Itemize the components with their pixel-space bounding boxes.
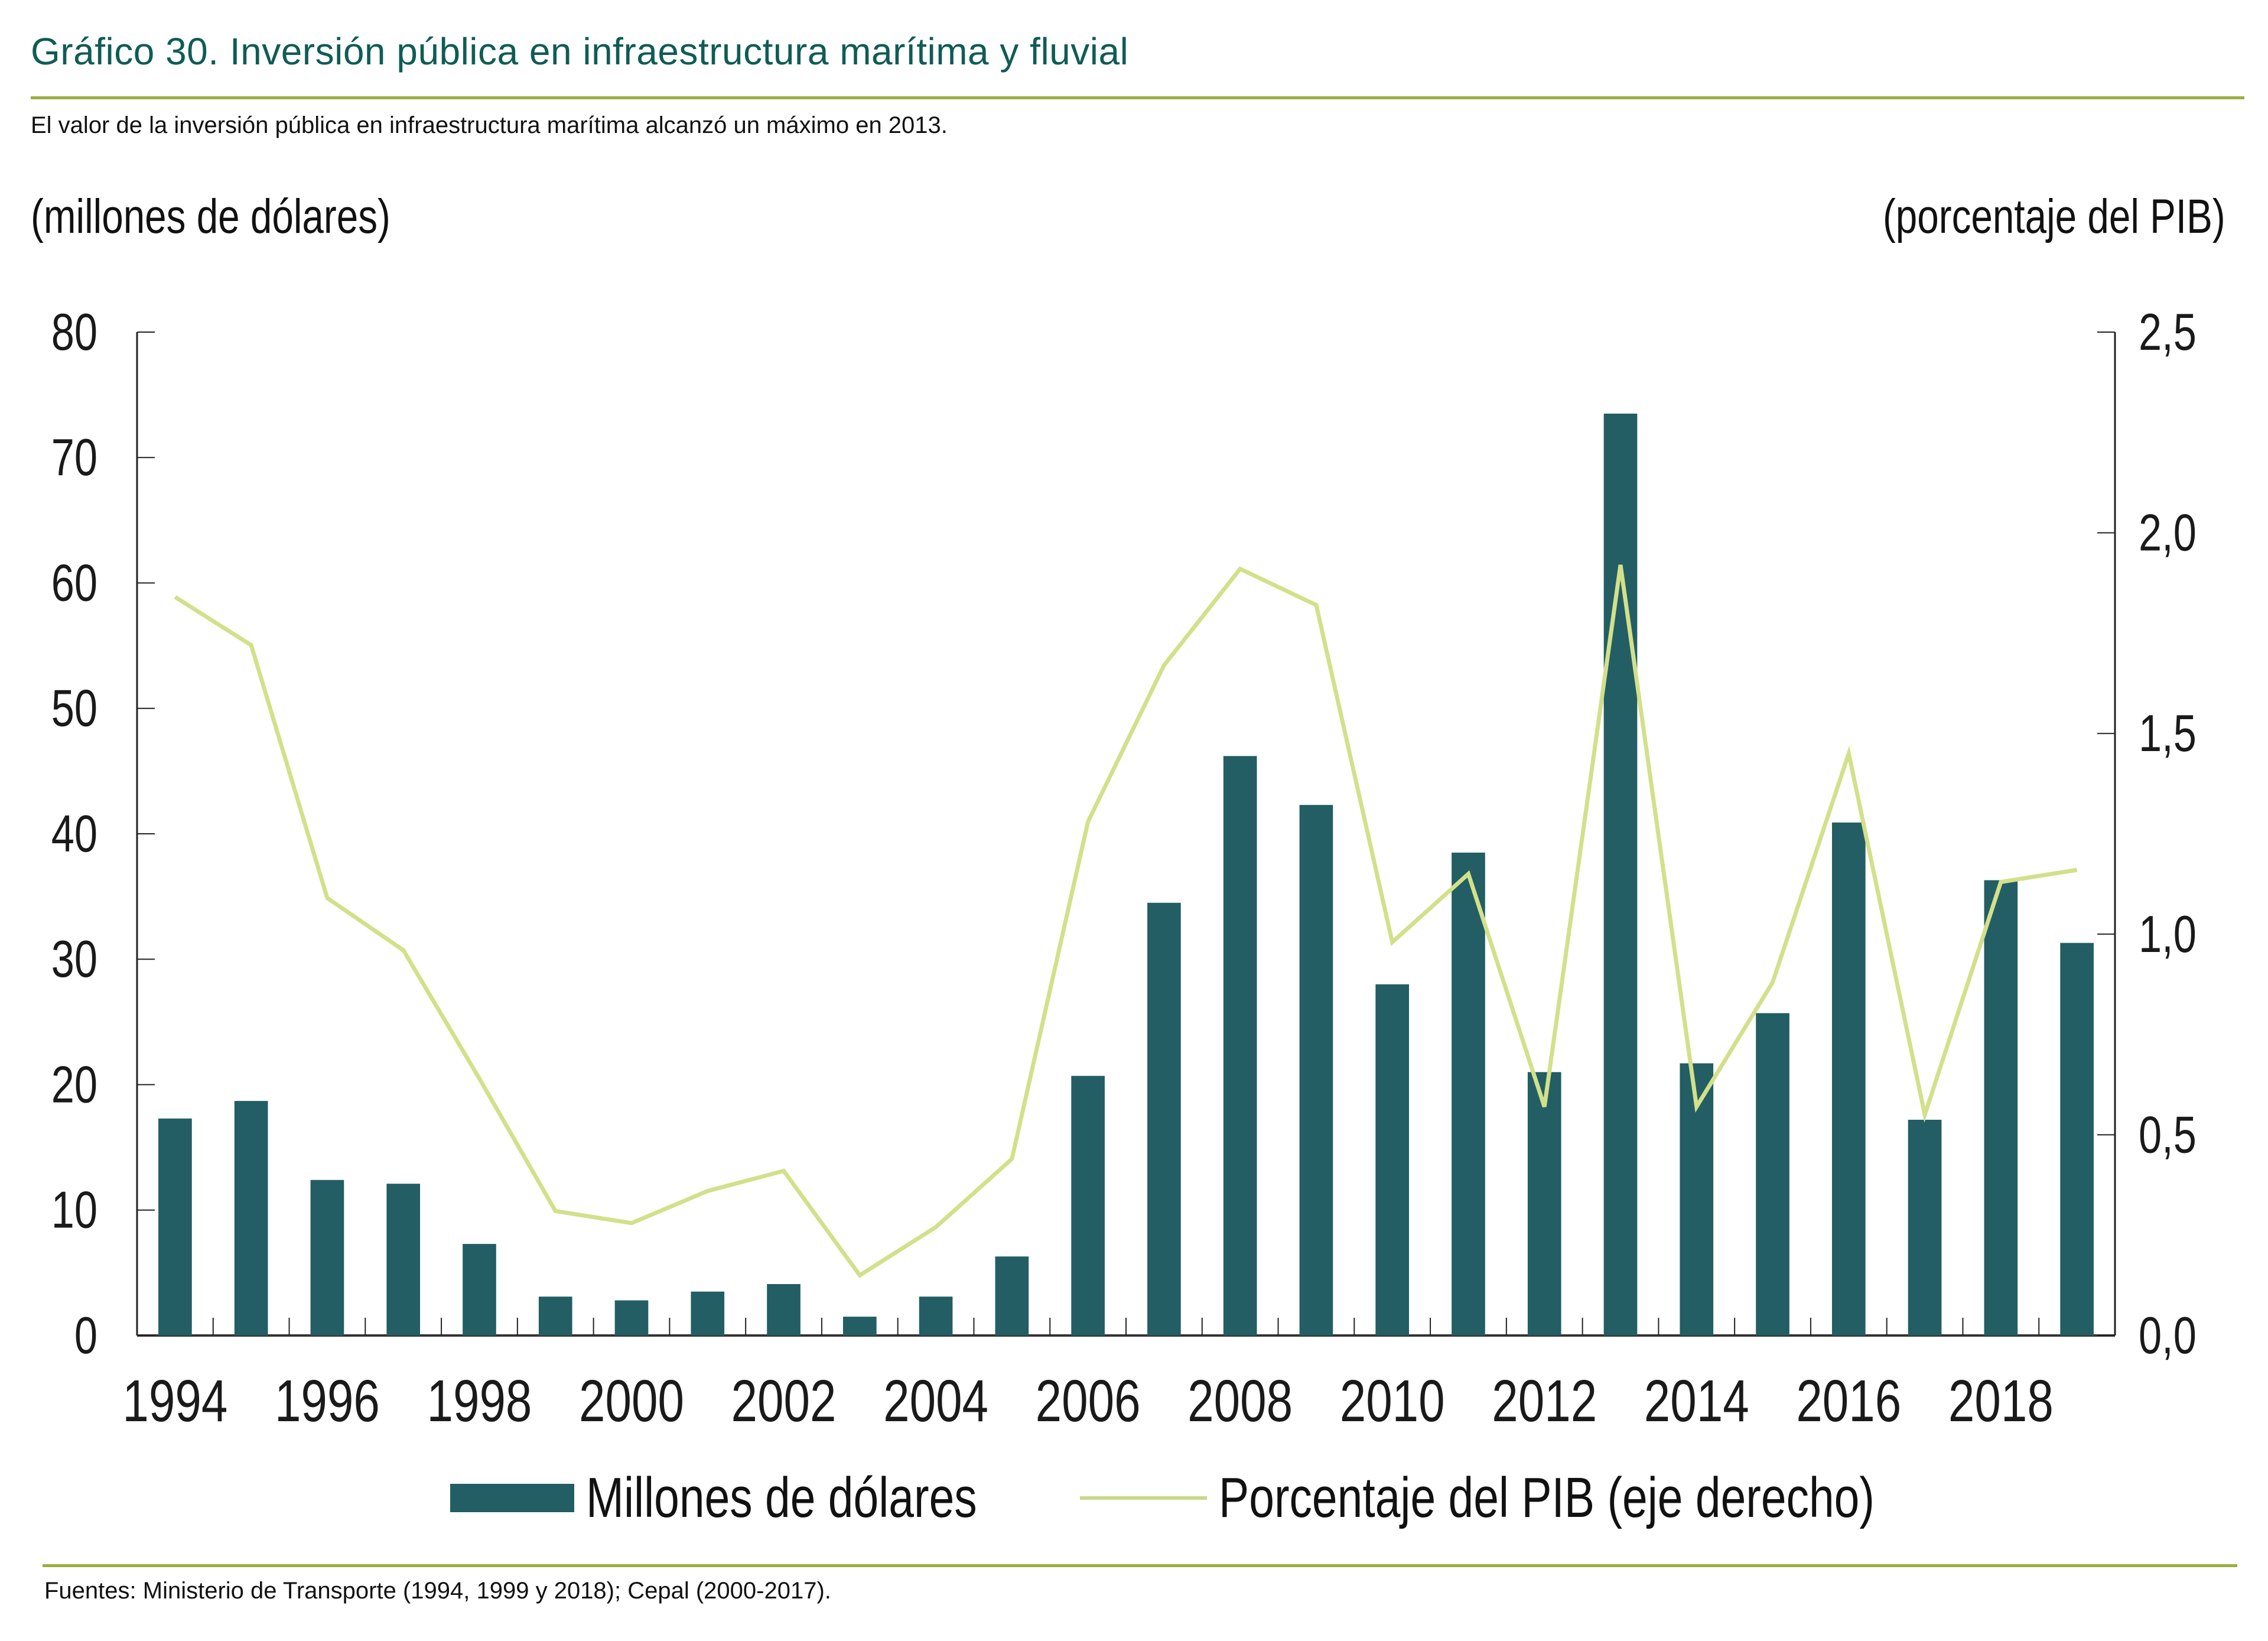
left-tick-label: 30 — [51, 930, 97, 988]
tick-labels: 0 10 20 30 40 50 60 70 80 0,0 0,5 1,0 1,5 2,0 2,5 1994 1… — [51, 303, 2197, 1434]
x-tick-label: 2006 — [1036, 1369, 1141, 1435]
bottom-divider — [43, 1564, 2237, 1567]
legend-item-line: Porcentaje del PIB (eje derecho) — [1080, 1465, 2038, 1530]
bar — [767, 1283, 801, 1335]
right-tick-label: 1,0 — [2139, 905, 2197, 963]
bar — [1223, 756, 1257, 1335]
line-point — [1239, 568, 1241, 570]
left-tick-label: 40 — [51, 804, 97, 862]
top-divider — [31, 96, 2244, 99]
right-tick-label: 1,5 — [2139, 704, 2197, 762]
left-tick-label: 20 — [51, 1055, 97, 1113]
right-tick-label: 2,0 — [2139, 503, 2197, 561]
bar — [1527, 1072, 1561, 1335]
bar — [614, 1300, 649, 1335]
bar — [691, 1291, 725, 1335]
x-tick-label: 1994 — [122, 1369, 227, 1435]
bar — [1908, 1119, 1942, 1335]
x-tick-label: 1996 — [275, 1369, 380, 1435]
source-note: Fuentes: Ministerio de Transporte (1994,… — [44, 1578, 831, 1604]
legend-line-swatch — [1080, 1496, 1207, 1500]
bar — [310, 1179, 344, 1335]
left-tick-label: 10 — [51, 1181, 97, 1239]
bar-series — [158, 413, 2094, 1335]
bar — [1299, 805, 1333, 1335]
bar — [158, 1118, 192, 1335]
x-tick-label: 2016 — [1796, 1369, 1901, 1435]
bar — [1984, 880, 2018, 1335]
legend-line-label: Porcentaje del PIB (eje derecho) — [1219, 1466, 1875, 1529]
x-tick-label: 2010 — [1340, 1369, 1445, 1435]
chart-subtitle: El valor de la inversión pública en infr… — [31, 112, 948, 138]
bar — [463, 1244, 496, 1335]
axes — [136, 332, 2116, 1337]
bar — [386, 1184, 421, 1335]
chart-title: Gráfico 30. Inversión pública en infraes… — [31, 30, 1129, 73]
left-tick-label: 0 — [74, 1306, 97, 1364]
line-point — [479, 1078, 480, 1079]
x-tick-label: 2002 — [731, 1369, 837, 1435]
bar — [2060, 943, 2094, 1335]
legend-bar-swatch — [450, 1484, 574, 1512]
bar — [1603, 413, 1638, 1335]
bar — [538, 1296, 572, 1335]
bar — [919, 1296, 953, 1335]
bar — [842, 1317, 877, 1335]
combo-chart: 0 10 20 30 40 50 60 70 80 0,0 0,5 1,0 1,5 2,0 2,5 1994 1… — [51, 303, 2197, 1434]
legend-item-bars: Millones de dólares — [450, 1465, 1075, 1530]
legend-bar-label: Millones de dólares — [586, 1466, 977, 1529]
bar — [234, 1101, 268, 1335]
x-tick-label: 1998 — [427, 1369, 532, 1435]
left-tick-label: 60 — [51, 554, 97, 612]
bar — [1071, 1075, 1105, 1335]
bar — [995, 1256, 1029, 1335]
right-tick-label: 0,5 — [2139, 1106, 2197, 1164]
bar — [1375, 984, 1410, 1335]
left-tick-label: 70 — [51, 428, 97, 486]
right-tick-label: 2,5 — [2139, 303, 2197, 360]
left-tick-label: 50 — [51, 679, 97, 737]
x-tick-label: 2012 — [1492, 1369, 1597, 1435]
bar — [1452, 852, 1485, 1335]
x-tick-label: 2000 — [579, 1369, 684, 1435]
line-path — [174, 564, 2078, 1278]
x-tick-label: 2004 — [883, 1369, 988, 1435]
line-point — [1467, 873, 1469, 875]
line-series — [174, 564, 2078, 1278]
left-axis-unit-label: (millones de dólares) — [31, 190, 391, 243]
legend: Millones de dólares Porcentaje del PIB (… — [0, 1465, 2268, 1548]
right-axis-unit-label: (porcentaje del PIB) — [1883, 190, 2225, 243]
bar — [1756, 1013, 1789, 1335]
right-tick-label: 0,0 — [2139, 1306, 2197, 1364]
bar — [1831, 822, 1866, 1335]
x-tick-label: 2008 — [1187, 1369, 1293, 1435]
line-point — [1772, 982, 1774, 983]
x-tick-label: 2014 — [1644, 1369, 1749, 1435]
line-point — [1696, 1106, 1697, 1107]
bar — [1147, 902, 1181, 1335]
left-tick-label: 80 — [51, 303, 97, 360]
line-point — [1544, 1106, 1545, 1107]
x-tick-label: 2018 — [1948, 1369, 2054, 1435]
